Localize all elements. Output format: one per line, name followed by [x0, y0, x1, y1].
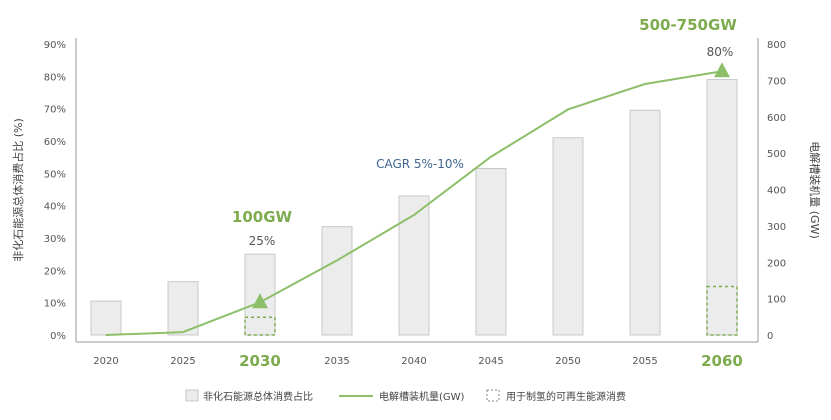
right-tick-label: 200 — [767, 258, 786, 269]
annotation-2060-share: 80% — [707, 45, 734, 59]
x-tick-label: 2020 — [93, 356, 118, 367]
left-tick-label: 10% — [44, 299, 66, 310]
capacity-point — [567, 108, 569, 111]
right-tick-label: 0 — [767, 331, 773, 342]
hydrogen-renewable-bars — [244, 285, 738, 336]
left-tick-label: 0% — [50, 331, 66, 342]
left-tick-label: 90% — [44, 40, 66, 51]
right-tick-label: 400 — [767, 186, 786, 197]
x-tick-label: 2035 — [324, 356, 349, 367]
share-bar — [321, 226, 353, 336]
left-tick-label: 30% — [44, 234, 66, 245]
capacity-point — [105, 334, 107, 336]
right-tick-label: 300 — [767, 222, 786, 233]
left-tick-label: 70% — [44, 105, 66, 116]
share-bar — [90, 300, 122, 336]
right-tick-label: 500 — [767, 149, 786, 160]
x-tick-label: 2040 — [401, 356, 426, 367]
legend: 非化石能源总体消费占比 电解槽装机量(GW) 用于制氢的可再生能源消费 — [185, 389, 626, 403]
annotation-cagr: CAGR 5%-10% — [376, 157, 464, 171]
x-tick-label: 2060 — [701, 352, 743, 370]
legend-swatch-hydrogen — [486, 389, 500, 402]
x-tick-label: 2045 — [478, 356, 503, 367]
right-axis-ticks: 0 100 200 300 400 500 600 700 800 — [767, 40, 786, 342]
annotation-2030-capacity: 100GW — [232, 208, 293, 226]
right-tick-label: 100 — [767, 295, 786, 306]
left-tick-label: 80% — [44, 72, 66, 83]
left-axis-title: 非化石能源总体消费占比 (%) — [11, 118, 25, 262]
marker-2030-triangle — [252, 293, 268, 309]
x-axis-ticks: 2020 2025 2030 2035 2040 2045 2050 2055 2060 — [93, 352, 743, 370]
left-tick-label: 60% — [44, 137, 66, 148]
share-bar — [398, 195, 430, 336]
legend-swatch-share — [185, 389, 199, 402]
share-bars — [90, 79, 738, 336]
right-tick-label: 600 — [767, 113, 786, 124]
left-tick-label: 40% — [44, 202, 66, 213]
share-bar — [706, 79, 738, 336]
share-bar — [167, 281, 199, 336]
legend-label-capacity: 电解槽装机量(GW) — [379, 390, 465, 403]
marker-2060-triangle — [714, 62, 730, 78]
share-bar — [475, 167, 507, 336]
x-tick-label: 2055 — [632, 356, 657, 367]
left-tick-label: 20% — [44, 266, 66, 277]
hydrogen-renewable-bar — [244, 316, 276, 336]
left-tick-label: 50% — [44, 169, 66, 180]
hydrogen-renewable-bar — [706, 285, 738, 336]
capacity-point — [413, 214, 415, 216]
legend-label-hydrogen: 用于制氢的可再生能源消费 — [506, 390, 626, 403]
right-tick-label: 800 — [767, 40, 786, 51]
annotation-2030-share: 25% — [249, 234, 276, 248]
x-tick-label: 2025 — [170, 356, 195, 367]
capacity-point — [336, 259, 338, 262]
capacity-point — [644, 83, 646, 85]
x-tick-label: 2050 — [555, 356, 580, 367]
annotation-2060-capacity: 500-750GW — [639, 16, 737, 34]
share-bar — [552, 137, 584, 336]
left-axis-ticks: 0% 10% 20% 30% 40% 50% 60% 70% 80% 90% — [44, 40, 66, 342]
capacity-point — [182, 331, 184, 333]
right-axis-title: 电解槽装机量 (GW) — [808, 141, 822, 238]
capacity-point — [490, 155, 492, 158]
right-tick-label: 700 — [767, 76, 786, 87]
legend-label-share: 非化石能源总体消费占比 — [203, 390, 313, 403]
share-bar — [629, 109, 661, 336]
x-tick-label: 2030 — [239, 352, 281, 370]
